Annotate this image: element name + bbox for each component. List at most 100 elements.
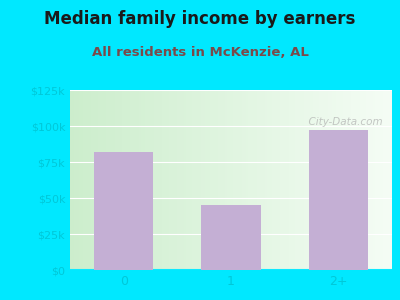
Bar (124, 90, 126, 270)
Bar (184, 90, 186, 270)
Text: Median family income by earners: Median family income by earners (44, 11, 356, 28)
Bar (216, 90, 218, 270)
Bar (336, 90, 338, 270)
Bar (154, 90, 156, 270)
Bar (308, 90, 310, 270)
Bar (141, 90, 143, 270)
Bar (158, 90, 160, 270)
Bar (78, 90, 81, 270)
Bar (304, 90, 306, 270)
Bar (347, 90, 349, 270)
Bar (252, 90, 255, 270)
Bar (87, 90, 89, 270)
Bar (330, 90, 332, 270)
Bar (240, 90, 242, 270)
Bar (212, 90, 214, 270)
Bar (332, 90, 334, 270)
Bar (366, 90, 368, 270)
Bar (265, 90, 268, 270)
Bar (134, 90, 136, 270)
Bar (343, 90, 345, 270)
Bar (285, 90, 287, 270)
Bar (169, 90, 171, 270)
Bar (74, 90, 76, 270)
Bar (139, 90, 141, 270)
Bar (94, 90, 96, 270)
Bar (309, 130, 368, 270)
Bar (362, 90, 364, 270)
Bar (85, 90, 87, 270)
Bar (384, 90, 386, 270)
Bar (180, 90, 182, 270)
Bar (276, 90, 278, 270)
Bar (315, 90, 317, 270)
Bar (156, 90, 158, 270)
Bar (214, 90, 216, 270)
Bar (171, 90, 173, 270)
Bar (130, 90, 132, 270)
Bar (338, 90, 340, 270)
Bar (300, 90, 302, 270)
Bar (94, 152, 153, 270)
Bar (182, 90, 184, 270)
Bar (235, 90, 238, 270)
Bar (106, 90, 109, 270)
Bar (96, 90, 98, 270)
Bar (102, 90, 104, 270)
Bar (132, 90, 134, 270)
Bar (104, 90, 106, 270)
Bar (360, 90, 362, 270)
Bar (291, 90, 293, 270)
Bar (298, 90, 300, 270)
Bar (356, 90, 358, 270)
Bar (194, 90, 197, 270)
Bar (205, 90, 207, 270)
Bar (246, 90, 248, 270)
Bar (345, 90, 347, 270)
Bar (306, 90, 308, 270)
Bar (202, 205, 260, 270)
Bar (278, 90, 280, 270)
Bar (117, 90, 119, 270)
Bar (270, 90, 272, 270)
Bar (268, 90, 270, 270)
Bar (92, 90, 94, 270)
Bar (150, 90, 152, 270)
Bar (364, 90, 366, 270)
Bar (319, 90, 321, 270)
Bar (190, 90, 192, 270)
Bar (328, 90, 330, 270)
Bar (353, 90, 356, 270)
Bar (293, 90, 295, 270)
Bar (261, 90, 263, 270)
Bar (373, 90, 375, 270)
Bar (192, 90, 194, 270)
Bar (377, 90, 379, 270)
Bar (326, 90, 328, 270)
Bar (310, 90, 312, 270)
Text: All residents in McKenzie, AL: All residents in McKenzie, AL (92, 46, 308, 59)
Bar (143, 90, 145, 270)
Bar (244, 90, 246, 270)
Bar (177, 90, 180, 270)
Bar (98, 90, 100, 270)
Bar (274, 90, 276, 270)
Bar (175, 90, 177, 270)
Bar (287, 90, 289, 270)
Bar (186, 90, 188, 270)
Bar (248, 90, 250, 270)
Bar (349, 90, 351, 270)
Bar (272, 90, 274, 270)
Bar (136, 90, 139, 270)
Bar (388, 90, 390, 270)
Bar (257, 90, 259, 270)
Bar (282, 90, 285, 270)
Bar (115, 90, 117, 270)
Bar (201, 90, 203, 270)
Bar (224, 90, 227, 270)
Bar (145, 90, 147, 270)
Bar (334, 90, 336, 270)
Bar (381, 90, 384, 270)
Bar (72, 90, 74, 270)
Bar (222, 90, 224, 270)
